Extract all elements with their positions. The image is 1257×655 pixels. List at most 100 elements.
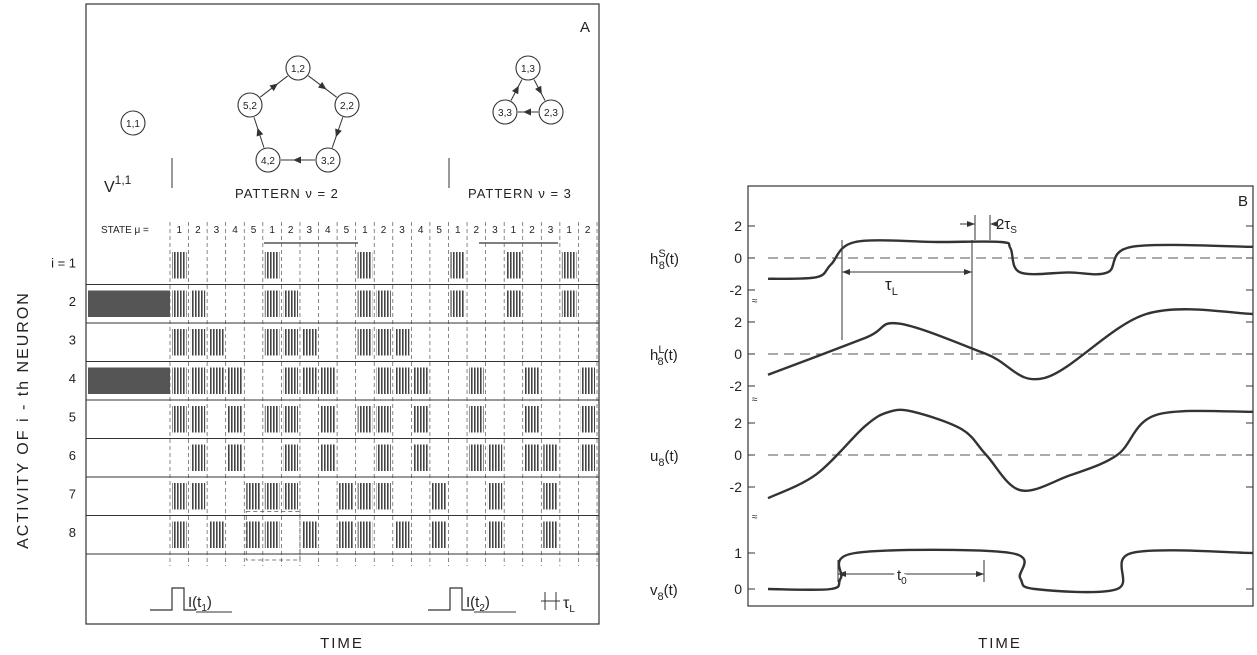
activity-bar — [320, 406, 336, 433]
state-number: 3 — [399, 225, 405, 236]
state-number: 5 — [344, 225, 350, 236]
series-label: v8(t) — [650, 582, 678, 603]
state-number: 1 — [511, 225, 517, 236]
state-node: 5,2 — [237, 92, 263, 118]
arrow-head — [523, 108, 531, 116]
panel-a-label: A — [580, 19, 590, 36]
panel-b-xlabel: TIME — [978, 635, 1022, 652]
activity-bar — [209, 367, 224, 394]
activity-bar — [580, 444, 595, 471]
activity-bar — [88, 367, 170, 394]
activity-bar — [246, 521, 261, 548]
activity-bar — [561, 252, 577, 279]
y-tick-label: 0 — [734, 346, 742, 362]
activity-bar — [469, 444, 484, 471]
activity-bar — [524, 367, 540, 394]
activity-bar — [394, 521, 410, 548]
activity-bar — [524, 444, 540, 471]
activity-bar — [283, 444, 298, 471]
tau-l-annotation: τL — [841, 240, 973, 360]
activity-bar — [88, 290, 170, 317]
state-number: 2 — [474, 225, 480, 236]
state-node: 2,2 — [334, 92, 360, 118]
tau-l-label: τL — [563, 595, 575, 615]
state-node-label: 3,3 — [498, 108, 512, 119]
series-label: hL 8(t) — [650, 344, 678, 368]
row-label: i = 1 — [51, 255, 76, 270]
trace-u8t: 2 0 -2 u8(t) ≈ — [650, 408, 1254, 523]
activity-bar — [431, 483, 447, 510]
panel-a: A 1,1 1,2 2,2 3,2 4,2 5,2 1,3 2,3 3,3 V1,1 PATTE… — [15, 3, 600, 652]
trace-h8lt: 2 0 -2 hL 8(t) ≈ — [650, 308, 1254, 406]
input2-label: I(t2) — [466, 594, 490, 614]
activity-bar — [190, 367, 206, 394]
activity-bar — [413, 406, 428, 433]
activity-bar — [283, 290, 298, 317]
state-node: 1,1 — [120, 110, 146, 136]
activity-bar — [357, 406, 373, 433]
series-label: u8(t) — [650, 448, 679, 469]
row-labels: i = 1 2 3 4 5 6 7 8 — [51, 255, 76, 540]
arrow-head — [317, 81, 327, 90]
state-label: STATE μ = — [101, 225, 149, 236]
arrow-head — [535, 85, 542, 95]
activity-bar — [376, 444, 391, 471]
activity-bar — [431, 521, 447, 548]
traces: 2 0 -2 hS 8(t) ≈2 0 -2 hL 8(t) ≈2 0 -2 u8(t) ≈1 0 v8(t) — [650, 218, 1254, 603]
activity-bar — [264, 252, 280, 279]
state-node: 1,3 — [515, 55, 541, 81]
t0-label: t0 — [897, 567, 907, 587]
state-number: 5 — [251, 225, 257, 236]
activity-bar — [301, 329, 317, 356]
activity-bar — [469, 367, 484, 394]
activity-bar — [357, 290, 373, 317]
tau-l-annotation-label: τL — [885, 275, 898, 298]
activity-bar — [580, 406, 595, 433]
activity-bar — [339, 483, 354, 510]
activity-bar — [283, 367, 298, 394]
activity-bar — [413, 367, 428, 394]
state-numbers: 1 2 3 4 5 1 2 3 4 5 1 2 3 4 5 1 2 3 1 2 3 1 2 — [177, 225, 591, 236]
state-node-label: 2,3 — [544, 108, 558, 119]
activity-bar — [283, 483, 298, 510]
activity-bar — [190, 290, 206, 317]
activity-bar — [264, 483, 280, 510]
activity-bar — [561, 290, 577, 317]
activity-bar — [376, 406, 391, 433]
state-number: 3 — [214, 225, 220, 236]
activity-bar — [413, 444, 428, 471]
activity-bar — [264, 521, 280, 548]
activity-bar — [450, 290, 466, 317]
state-node: 3,3 — [492, 99, 518, 125]
arrow-head — [256, 127, 264, 137]
state-number: 4 — [418, 225, 424, 236]
activity-bar — [543, 483, 558, 510]
state-number: 4 — [232, 225, 238, 236]
panel-a-xlabel: TIME — [320, 635, 364, 652]
activity-bar — [227, 406, 243, 433]
activity-bar — [487, 483, 503, 510]
activity-bar — [190, 444, 206, 471]
trace-line — [767, 239, 1254, 281]
activity-bar — [172, 406, 187, 433]
activity-bar — [190, 483, 206, 510]
input-pulse-2 — [428, 587, 474, 611]
state-node-label: 1,1 — [126, 119, 140, 130]
state-node: 3,2 — [315, 147, 341, 173]
activity-bar — [172, 367, 187, 394]
panel-a-ylabel: ACTIVITY OF i - th NEURON — [15, 291, 32, 549]
y-tick-label: 2 — [734, 218, 742, 234]
activity-bar — [246, 483, 261, 510]
raster-plot — [86, 222, 599, 566]
activity-bar — [357, 521, 373, 548]
state-node: 4,2 — [255, 147, 281, 173]
state-number: 1 — [269, 225, 275, 236]
two-tau-s-label: 2τS — [996, 216, 1017, 236]
state-number: 1 — [362, 225, 368, 236]
state-node-label: 1,3 — [521, 64, 535, 75]
activity-bar — [506, 290, 521, 317]
pattern3-label: PATTERN ν = 3 — [468, 186, 572, 201]
activity-bar — [264, 290, 280, 317]
activity-bar — [172, 290, 187, 317]
y-tick-label: -2 — [730, 378, 743, 394]
